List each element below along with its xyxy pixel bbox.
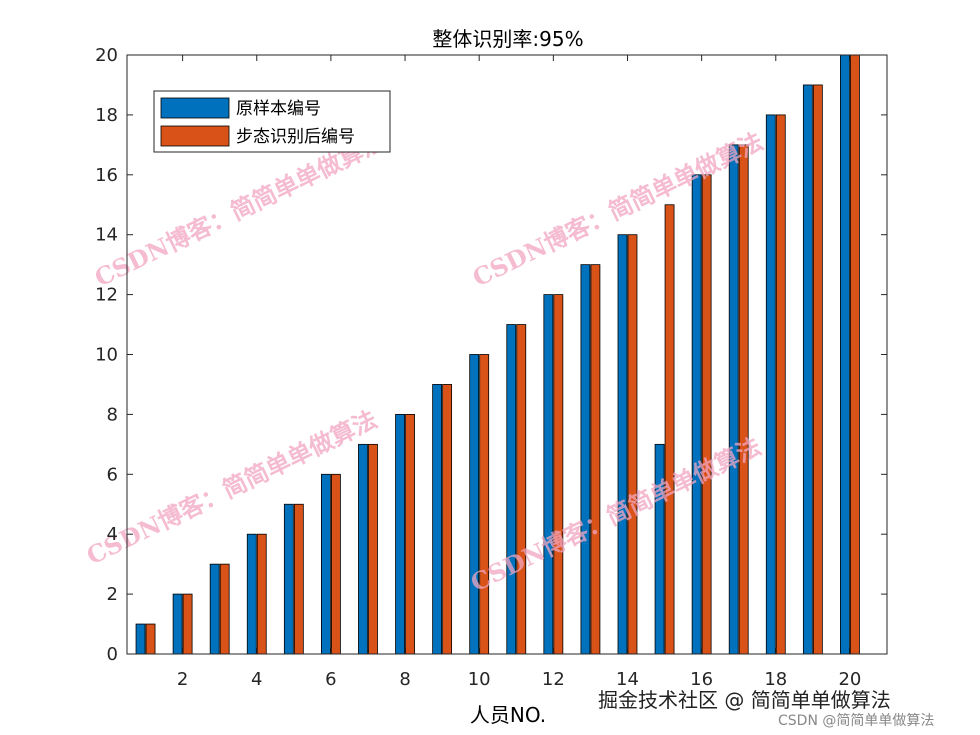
footer-csdn-credit: CSDN @简简单单做算法 xyxy=(778,712,934,729)
y-tick-label: 0 xyxy=(107,644,118,665)
bar-recognized-9 xyxy=(442,384,453,655)
bar-recognized-1 xyxy=(145,623,156,655)
y-axis-ticks: 0 2 4 6 8 10 12 14 16 18 20 xyxy=(95,45,887,665)
bar-recognized-5 xyxy=(293,503,304,655)
bar-original-7 xyxy=(358,443,368,655)
bar-recognized-6 xyxy=(331,473,341,655)
bar-original-8 xyxy=(395,413,405,655)
bar-original-4 xyxy=(246,533,257,655)
x-tick-label: 2 xyxy=(177,669,188,690)
bar-original-16 xyxy=(691,174,702,655)
x-axis-label: 人员NO. xyxy=(470,703,546,727)
x-tick-label: 4 xyxy=(251,669,262,690)
y-tick-label: 10 xyxy=(95,345,118,366)
x-tick-label: 12 xyxy=(542,669,565,690)
footer: 掘金技术社区 @ 简简单单做算法 CSDN @简简单单做算法 xyxy=(598,688,934,729)
bar-recognized-16 xyxy=(701,174,712,655)
x-tick-label: 8 xyxy=(399,669,410,690)
y-tick-label: 12 xyxy=(95,285,118,306)
y-tick-label: 2 xyxy=(107,584,118,605)
y-tick-label: 6 xyxy=(107,464,118,485)
bar-original-10 xyxy=(469,354,480,655)
bar-recognized-14 xyxy=(627,234,638,655)
bar-recognized-19 xyxy=(812,84,823,655)
bar-original-9 xyxy=(432,384,443,655)
legend: 原样本编号 步态识别后编号 xyxy=(153,90,391,153)
bar-original-3 xyxy=(209,563,220,655)
bar-recognized-15 xyxy=(664,204,675,655)
bar-original-11 xyxy=(506,324,517,655)
y-tick-label: 8 xyxy=(107,404,118,425)
legend-label-original: 原样本编号 xyxy=(236,99,321,119)
y-tick-label: 4 xyxy=(107,524,118,545)
bar-original-17 xyxy=(728,144,739,655)
bar-recognized-13 xyxy=(590,264,601,655)
x-tick-label: 14 xyxy=(616,669,639,690)
y-tick-label: 16 xyxy=(95,165,118,186)
legend-label-recognized: 步态识别后编号 xyxy=(236,127,355,147)
legend-swatch-original xyxy=(160,97,230,119)
bar-recognized-2 xyxy=(182,593,193,655)
bar-original-18 xyxy=(765,114,776,655)
bar-original-20 xyxy=(840,54,850,655)
x-tick-label: 20 xyxy=(838,669,861,690)
chart-title: 整体识别率:95% xyxy=(432,27,583,51)
x-axis-ticks: 2 4 6 8 10 12 14 16 18 20 xyxy=(177,55,861,690)
bar-recognized-17 xyxy=(738,144,749,655)
bar-recognized-10 xyxy=(479,354,490,655)
bar-original-12 xyxy=(543,294,554,655)
bar-original-1 xyxy=(135,623,146,655)
bar-recognized-8 xyxy=(405,413,415,655)
bar-recognized-4 xyxy=(256,533,267,655)
bar-recognized-3 xyxy=(219,563,230,655)
bar-original-2 xyxy=(172,593,183,655)
bar-recognized-12 xyxy=(553,294,564,655)
bar-original-14 xyxy=(617,234,628,655)
y-tick-label: 18 xyxy=(95,105,118,126)
y-tick-label: 20 xyxy=(95,45,118,66)
bar-recognized-7 xyxy=(368,443,378,655)
x-tick-label: 16 xyxy=(690,669,713,690)
bar-original-5 xyxy=(283,503,294,655)
bar-original-13 xyxy=(580,264,591,655)
bar-recognized-18 xyxy=(775,114,786,655)
bar-original-6 xyxy=(321,473,331,655)
x-tick-label: 6 xyxy=(325,669,336,690)
x-tick-label: 10 xyxy=(468,669,491,690)
y-tick-label: 14 xyxy=(95,225,118,246)
x-tick-label: 18 xyxy=(764,669,787,690)
legend-swatch-recognized xyxy=(160,125,230,147)
bar-recognized-20 xyxy=(850,54,860,655)
footer-juejin-credit: 掘金技术社区 @ 简简单单做算法 xyxy=(598,688,891,712)
bar-recognized-11 xyxy=(516,324,527,655)
bar-original-19 xyxy=(802,84,813,655)
